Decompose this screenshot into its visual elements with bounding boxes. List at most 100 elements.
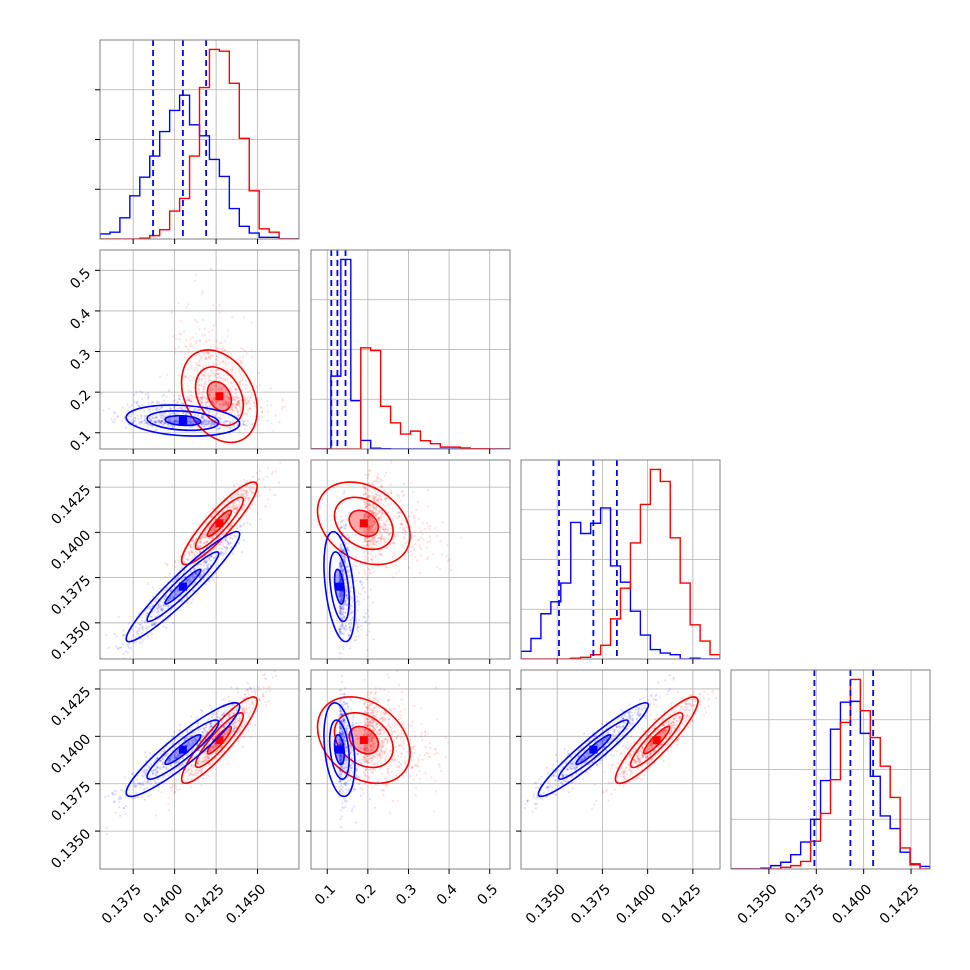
sample-point bbox=[369, 529, 373, 532]
sample-point bbox=[187, 376, 190, 380]
sample-point bbox=[227, 396, 231, 399]
sample-point bbox=[192, 589, 195, 592]
sample-point bbox=[216, 749, 219, 752]
sample-point bbox=[205, 400, 208, 404]
sample-point bbox=[240, 551, 244, 554]
sample-point bbox=[426, 541, 429, 544]
sample-point bbox=[247, 496, 250, 499]
sample-point bbox=[193, 548, 196, 551]
sample-point bbox=[384, 524, 387, 527]
sample-point bbox=[204, 528, 207, 532]
sample-point bbox=[240, 347, 243, 350]
sample-point bbox=[212, 421, 215, 424]
sample-point bbox=[141, 397, 144, 400]
sample-point bbox=[340, 617, 343, 620]
sample-point bbox=[198, 339, 202, 343]
sample-point bbox=[384, 497, 387, 500]
sample-point bbox=[171, 424, 174, 427]
sample-point bbox=[368, 490, 371, 493]
sample-point bbox=[161, 420, 164, 424]
sample-point bbox=[338, 579, 341, 583]
sample-point bbox=[380, 485, 383, 488]
sample-point bbox=[230, 524, 233, 527]
sample-point bbox=[244, 384, 248, 387]
sample-point bbox=[185, 579, 188, 582]
sample-point bbox=[198, 577, 201, 580]
sample-point bbox=[127, 645, 130, 648]
sample-point bbox=[249, 523, 252, 526]
sample-point bbox=[236, 400, 239, 404]
sample-point bbox=[150, 624, 153, 627]
sample-point bbox=[372, 570, 376, 574]
sample-point bbox=[363, 517, 366, 520]
sample-point bbox=[154, 421, 157, 424]
sample-point bbox=[238, 401, 241, 405]
sample-point bbox=[266, 666, 268, 668]
sample-point bbox=[185, 413, 188, 416]
panel-2-2 bbox=[521, 460, 720, 659]
sample-point bbox=[126, 403, 129, 406]
sample-point bbox=[235, 403, 238, 406]
panel-grid bbox=[311, 460, 510, 659]
sample-point bbox=[390, 462, 393, 465]
sample-point bbox=[225, 515, 228, 518]
sample-point bbox=[201, 318, 205, 321]
sample-point bbox=[228, 511, 231, 514]
sample-point bbox=[342, 672, 344, 674]
sample-point bbox=[241, 419, 244, 422]
sample-point bbox=[372, 506, 375, 509]
sample-point bbox=[426, 521, 429, 525]
sample-point bbox=[338, 578, 341, 581]
sample-point bbox=[354, 675, 356, 677]
sample-point bbox=[366, 515, 369, 518]
sample-point bbox=[187, 774, 191, 777]
sample-point bbox=[372, 509, 375, 512]
sample-point bbox=[338, 592, 341, 595]
sample-point bbox=[339, 526, 343, 529]
sample-point bbox=[364, 512, 368, 515]
sample-point bbox=[206, 575, 210, 578]
sample-point bbox=[412, 515, 415, 518]
sample-point bbox=[227, 763, 230, 766]
sample-point bbox=[195, 320, 198, 324]
sample-point bbox=[185, 398, 188, 402]
sample-point bbox=[205, 756, 209, 759]
sample-point bbox=[380, 553, 383, 556]
sample-point bbox=[126, 651, 130, 654]
sample-point bbox=[363, 571, 367, 574]
sample-point bbox=[237, 740, 240, 743]
sample-point bbox=[339, 565, 342, 568]
sample-point bbox=[236, 396, 239, 399]
sample-point bbox=[376, 494, 379, 497]
sample-point bbox=[211, 388, 214, 392]
sample-point bbox=[201, 535, 204, 538]
sample-point bbox=[198, 364, 201, 367]
sample-point bbox=[201, 366, 205, 369]
sample-point bbox=[210, 400, 213, 403]
sample-point bbox=[140, 641, 144, 644]
sample-point bbox=[343, 615, 346, 618]
sample-point bbox=[172, 621, 175, 625]
sample-point bbox=[226, 521, 229, 524]
sample-point bbox=[200, 378, 204, 382]
sample-point bbox=[196, 421, 199, 424]
sample-point bbox=[187, 557, 190, 560]
sample-point bbox=[205, 419, 208, 422]
sample-point bbox=[187, 385, 190, 388]
sample-point bbox=[202, 569, 205, 572]
sample-point bbox=[339, 613, 343, 616]
sample-point bbox=[383, 541, 386, 544]
sample-point bbox=[145, 421, 148, 425]
sample-point bbox=[211, 329, 214, 332]
sample-point bbox=[176, 788, 179, 792]
sample-point bbox=[124, 426, 128, 429]
sample-point bbox=[241, 379, 244, 382]
sample-point bbox=[216, 533, 219, 536]
sample-point bbox=[149, 408, 152, 411]
sample-point bbox=[341, 544, 344, 547]
sample-point bbox=[174, 578, 177, 581]
sample-point bbox=[154, 415, 158, 418]
sample-point bbox=[372, 507, 375, 510]
sample-point bbox=[246, 395, 250, 398]
sample-point bbox=[371, 601, 374, 604]
